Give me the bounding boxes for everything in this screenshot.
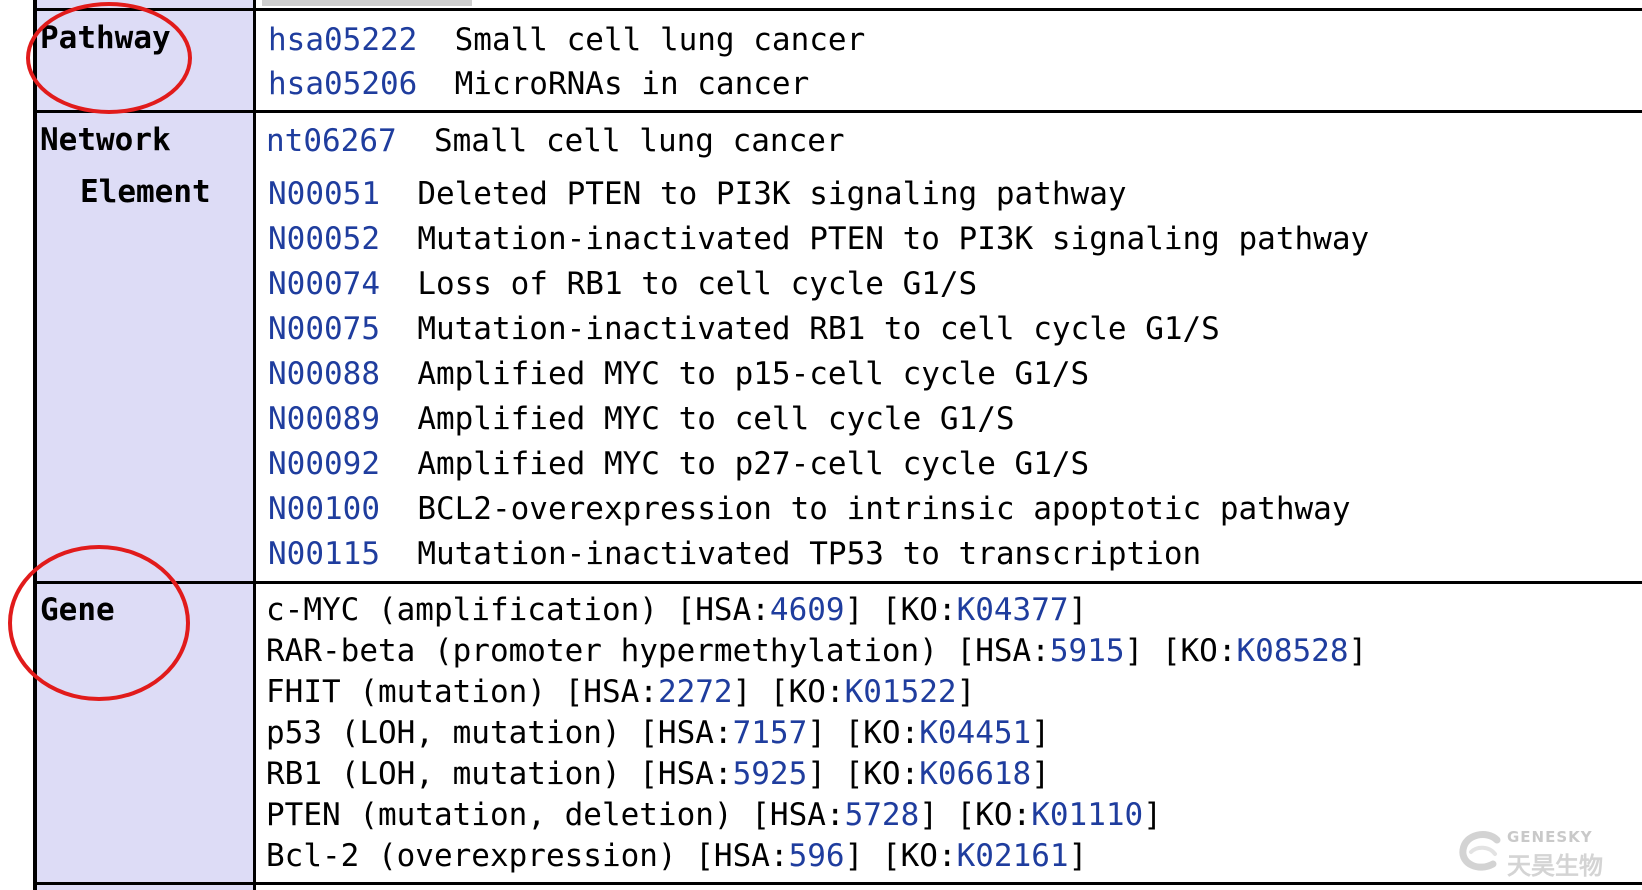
gene-row: RAR-beta (promoter hypermethylation) [HS… [266,631,1367,671]
network-element-link[interactable]: N00075 [268,311,380,347]
pathway-id-link[interactable]: hsa05222 [268,22,418,58]
gene-row: Bcl-2 (overexpression) [HSA:596] [KO:K02… [266,836,1087,876]
annotation-circle-pathway [26,2,192,114]
network-element-name: Amplified MYC to cell cycle G1/S [417,401,1015,437]
network-element-name: Amplified MYC to p27-cell cycle G1/S [417,446,1090,482]
annotation-circle-gene [8,545,190,701]
gene-sep: ] [KO: [807,756,920,792]
network-label-line1: Network [40,122,171,158]
network-element-name: Deleted PTEN to PI3K signaling pathway [417,176,1127,212]
divider [33,8,1642,11]
gene-row: c-MYC (amplification) [HSA:4609] [KO:K04… [266,590,1087,630]
gene-desc: FHIT (mutation) [HSA: [266,674,658,710]
genesky-logo-icon [1459,831,1501,871]
network-element-link[interactable]: N00051 [268,176,380,212]
network-element-name: Mutation-inactivated RB1 to cell cycle G… [417,311,1220,347]
hsa-link[interactable]: 5915 [1049,633,1125,669]
gene-sep: ] [KO: [1124,633,1237,669]
network-element-name: Loss of RB1 to cell cycle G1/S [417,266,978,302]
gene-sep: ] [KO: [844,838,957,874]
hsa-link[interactable]: 596 [788,838,845,874]
gene-end: ] [1068,592,1088,628]
network-nt-link[interactable]: nt06267 [266,123,397,159]
gene-row: p53 (LOH, mutation) [HSA:7157] [KO:K0445… [266,713,1050,753]
gene-end: ] [1143,797,1162,833]
ko-link[interactable]: K04451 [919,715,1032,751]
network-element-row: N00115 Mutation-inactivated TP53 to tran… [268,534,1201,574]
top-scroll-edge [262,0,472,6]
network-element-link[interactable]: N00092 [268,446,380,482]
hsa-link[interactable]: 2272 [657,674,733,710]
gene-sep: ] [KO: [844,592,957,628]
pathway-id-link[interactable]: hsa05206 [268,66,418,102]
gene-sep: ] [KO: [807,715,920,751]
network-element-row: N00074 Loss of RB1 to cell cycle G1/S [268,264,977,304]
hsa-link[interactable]: 5925 [732,756,808,792]
gene-end: ] [1348,633,1368,669]
gene-sep: ] [KO: [732,674,845,710]
watermark-brand-en: GENESKY [1507,828,1593,846]
ko-link[interactable]: K06618 [919,756,1032,792]
network-element-row: N00089 Amplified MYC to cell cycle G1/S [268,399,1015,439]
network-element-name: BCL2-overexpression to intrinsic apoptot… [417,491,1351,527]
network-element-row: N00088 Amplified MYC to p15-cell cycle G… [268,354,1089,394]
gene-end: ] [956,674,976,710]
network-element-link[interactable]: N00052 [268,221,380,257]
network-label-line2: Element [80,174,211,210]
gene-row: RB1 (LOH, mutation) [HSA:5925] [KO:K0661… [266,754,1050,794]
network-element-link[interactable]: N00088 [268,356,380,392]
network-nt-name: Small cell lung cancer [433,123,845,159]
pathway-name: Small cell lung cancer [454,22,866,58]
hsa-link[interactable]: 4609 [769,592,845,628]
watermark-brand-cn: 天昊生物 [1507,852,1603,880]
hsa-link[interactable]: 7157 [732,715,808,751]
gene-desc: c-MYC (amplification) [HSA: [266,592,770,628]
network-element-row: N00092 Amplified MYC to p27-cell cycle G… [268,444,1089,484]
network-element-name: Mutation-inactivated PTEN to PI3K signal… [417,221,1370,257]
gene-end: ] [1031,756,1050,792]
ko-link[interactable]: K08528 [1236,633,1349,669]
pathway-name: MicroRNAs in cancer [454,66,810,102]
gene-end: ] [1068,838,1088,874]
network-element-link[interactable]: N00100 [268,491,380,527]
network-element-name: Mutation-inactivated TP53 to transcripti… [417,536,1202,572]
ko-link[interactable]: K04377 [956,592,1069,628]
network-element-row: N00100 BCL2-overexpression to intrinsic … [268,489,1351,529]
divider [33,110,1642,113]
network-element-link[interactable]: N00089 [268,401,380,437]
ko-link[interactable]: K02161 [956,838,1069,874]
genesky-watermark: GENESKY 天昊生物 [1457,826,1622,880]
network-element-name: Amplified MYC to p15-cell cycle G1/S [417,356,1090,392]
ko-link[interactable]: K01110 [1031,797,1144,833]
ko-link[interactable]: K01522 [844,674,957,710]
network-nt-row: nt06267 Small cell lung cancer [266,121,845,161]
gene-row: FHIT (mutation) [HSA:2272] [KO:K01522] [266,672,975,712]
gene-row: PTEN (mutation, deletion) [HSA:5728] [KO… [266,795,1162,835]
divider [33,882,1642,885]
network-element-link[interactable]: N00074 [268,266,380,302]
label-column [33,0,256,890]
gene-desc: Bcl-2 (overexpression) [HSA: [266,838,789,874]
gene-end: ] [1031,715,1050,751]
pathway-row: hsa05206 MicroRNAs in cancer [268,64,809,104]
network-element-row: N00052 Mutation-inactivated PTEN to PI3K… [268,219,1369,259]
hsa-link[interactable]: 5728 [844,797,920,833]
divider [33,581,1642,584]
gene-desc: p53 (LOH, mutation) [HSA: [266,715,733,751]
gene-sep: ] [KO: [919,797,1032,833]
pathway-row: hsa05222 Small cell lung cancer [268,20,865,60]
network-element-row: N00075 Mutation-inactivated RB1 to cell … [268,309,1220,349]
gene-desc: PTEN (mutation, deletion) [HSA: [266,797,845,833]
network-element-row: N00051 Deleted PTEN to PI3K signaling pa… [268,174,1127,214]
network-element-link[interactable]: N00115 [268,536,380,572]
gene-desc: RB1 (LOH, mutation) [HSA: [266,756,733,792]
gene-desc: RAR-beta (promoter hypermethylation) [HS… [266,633,1050,669]
